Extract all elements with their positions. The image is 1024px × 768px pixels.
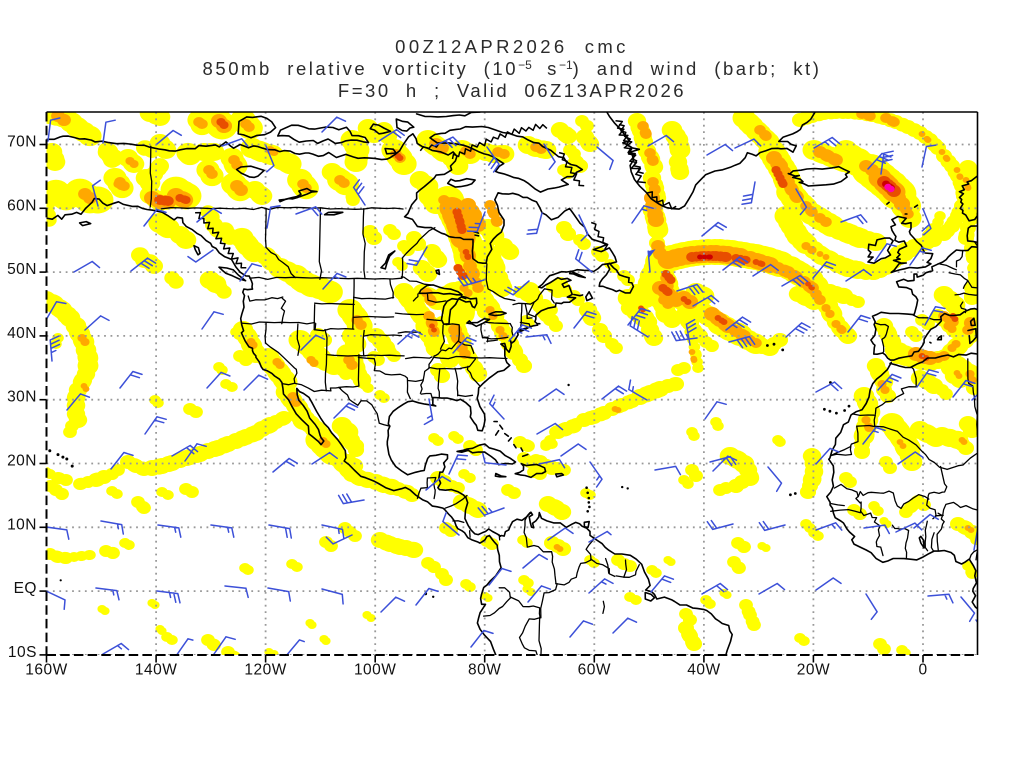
svg-text:20N: 20N xyxy=(7,453,37,470)
svg-text:60W: 60W xyxy=(578,662,611,679)
svg-text:30N: 30N xyxy=(7,389,37,406)
svg-text:120W: 120W xyxy=(244,662,287,679)
svg-text:100W: 100W xyxy=(354,662,397,679)
svg-text:40N: 40N xyxy=(7,325,37,342)
svg-text:60N: 60N xyxy=(7,197,37,214)
svg-text:20W: 20W xyxy=(797,662,830,679)
svg-text:160W: 160W xyxy=(25,662,68,679)
svg-text:10N: 10N xyxy=(7,516,37,533)
svg-text:70N: 70N xyxy=(7,134,37,151)
svg-text:40W: 40W xyxy=(687,662,720,679)
svg-text:0: 0 xyxy=(918,662,927,679)
svg-text:50N: 50N xyxy=(7,261,37,278)
svg-text:140W: 140W xyxy=(135,662,178,679)
svg-text:80W: 80W xyxy=(468,662,501,679)
svg-text:10S: 10S xyxy=(8,644,37,661)
svg-text:EQ: EQ xyxy=(14,580,37,597)
